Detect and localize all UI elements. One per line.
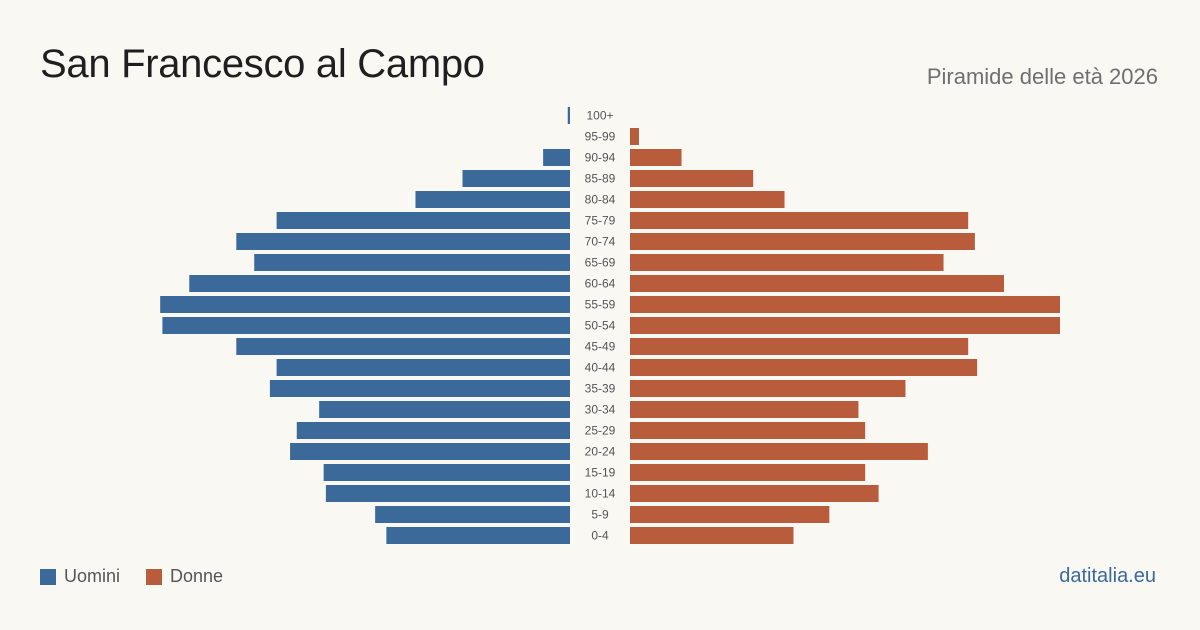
bar-women-85-89 [630, 170, 754, 187]
age-label-20-24: 20-24 [585, 445, 616, 459]
bar-men-10-14 [325, 485, 570, 502]
age-label-0-4: 0-4 [591, 529, 609, 543]
bar-men-85-89 [462, 170, 570, 187]
bar-women-20-24 [630, 443, 928, 460]
age-label-5-9: 5-9 [591, 508, 609, 522]
bar-women-65-69 [630, 254, 944, 271]
age-label-35-39: 35-39 [585, 382, 616, 396]
bar-men-55-59 [160, 296, 570, 313]
chart-subtitle: Piramide delle età 2026 [926, 64, 1158, 89]
bar-men-5-9 [375, 506, 570, 523]
age-label-25-29: 25-29 [585, 424, 616, 438]
bar-men-25-29 [296, 422, 570, 439]
bar-men-45-49 [236, 338, 571, 355]
bar-women-40-44 [630, 359, 978, 376]
legend-label-men: Uomini [64, 566, 121, 586]
bar-women-80-84 [630, 191, 785, 208]
age-label-80-84: 80-84 [585, 193, 616, 207]
age-label-90-94: 90-94 [585, 151, 616, 165]
bar-men-75-79 [276, 212, 570, 229]
bar-women-70-74 [630, 233, 975, 250]
chart-legend: Uomini Donne [40, 566, 249, 587]
bar-women-0-4 [630, 527, 794, 544]
bar-women-90-94 [630, 149, 682, 166]
bar-men-90-94 [543, 149, 570, 166]
bar-men-20-24 [290, 443, 570, 460]
bar-women-15-19 [630, 464, 866, 481]
age-label-100+: 100+ [586, 109, 613, 123]
bar-women-60-64 [630, 275, 1005, 292]
brand-link[interactable]: datitalia.eu [1059, 565, 1156, 587]
bar-men-70-74 [236, 233, 571, 250]
bar-men-40-44 [276, 359, 570, 376]
age-label-45-49: 45-49 [585, 340, 616, 354]
legend-item-men: Uomini [40, 566, 120, 587]
bar-women-25-29 [630, 422, 866, 439]
bar-women-10-14 [630, 485, 879, 502]
bar-men-15-19 [323, 464, 570, 481]
legend-swatch-women [146, 568, 163, 585]
age-label-40-44: 40-44 [585, 361, 616, 375]
age-label-10-14: 10-14 [585, 487, 616, 501]
bar-men-50-54 [162, 317, 571, 334]
age-label-75-79: 75-79 [585, 214, 616, 228]
bar-men-35-39 [269, 380, 570, 397]
bar-women-30-34 [630, 401, 859, 418]
age-label-60-64: 60-64 [585, 277, 616, 291]
bar-women-45-49 [630, 338, 969, 355]
bar-women-35-39 [630, 380, 906, 397]
bar-women-75-79 [630, 212, 969, 229]
legend-item-women: Donne [146, 566, 223, 587]
bar-men-100+ [567, 107, 570, 124]
age-label-50-54: 50-54 [585, 319, 616, 333]
page-title: San Francesco al Campo [40, 42, 485, 86]
bar-men-60-64 [189, 275, 571, 292]
bar-men-0-4 [386, 527, 570, 544]
age-label-70-74: 70-74 [585, 235, 616, 249]
bar-women-50-54 [630, 317, 1060, 334]
bar-men-30-34 [319, 401, 570, 418]
bar-women-55-59 [630, 296, 1060, 313]
bar-men-80-84 [415, 191, 570, 208]
age-label-95-99: 95-99 [585, 130, 616, 144]
legend-swatch-men [40, 568, 56, 585]
age-label-85-89: 85-89 [585, 172, 616, 186]
bar-men-65-69 [254, 254, 570, 271]
age-label-65-69: 65-69 [585, 256, 616, 270]
legend-label-women: Donne [170, 566, 224, 586]
age-label-30-34: 30-34 [585, 403, 616, 417]
bar-women-5-9 [630, 506, 830, 523]
age-label-55-59: 55-59 [585, 298, 616, 312]
bar-women-95-99 [630, 128, 639, 145]
age-label-15-19: 15-19 [585, 466, 616, 480]
